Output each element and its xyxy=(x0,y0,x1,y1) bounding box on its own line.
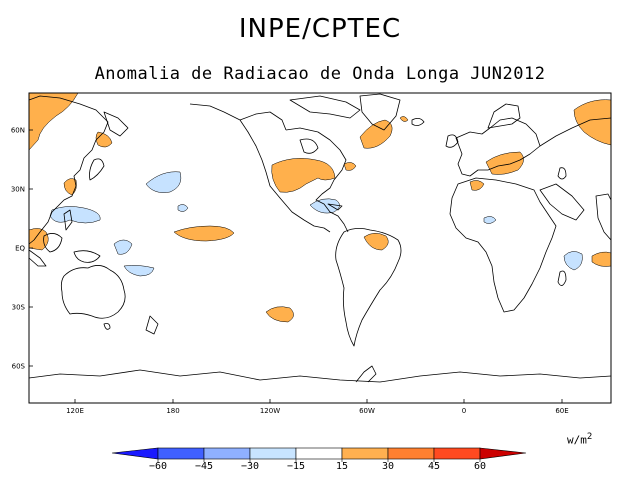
colorbar-label: 45 xyxy=(427,461,441,472)
colorbar-swatch xyxy=(433,447,481,460)
colorbar-swatch xyxy=(387,447,435,460)
coastline-canadian-arctic xyxy=(289,95,361,119)
colorbar-units: w/m2 xyxy=(567,432,592,447)
colorbar-swatch xyxy=(341,447,389,460)
coastline-hudson-bay xyxy=(299,138,319,154)
units-power: 2 xyxy=(586,432,593,442)
positive-anomaly-indian-ocean xyxy=(28,228,49,251)
latitude-axis: 60N 30N EQ 30S 60S xyxy=(11,127,33,371)
coastline-antarctic-peninsula xyxy=(355,365,377,383)
negative-anomaly-coral-sea xyxy=(123,265,155,277)
colorbar-swatch-lowest xyxy=(111,447,159,460)
coastline-europe xyxy=(455,117,541,177)
coastline-north-america-east xyxy=(285,127,349,233)
coastline-iceland xyxy=(411,118,425,126)
lon-label-60e: 60E xyxy=(555,407,568,415)
coastline-british-isles xyxy=(445,134,459,148)
lon-label-180: 180 xyxy=(166,407,179,415)
positive-anomaly-europe xyxy=(485,151,524,175)
colorbar-label: −15 xyxy=(286,461,306,472)
positive-anomaly-pacific-itcz xyxy=(173,225,235,242)
positive-anomaly-north-america xyxy=(271,158,336,193)
coastline-arabia xyxy=(539,183,585,221)
negative-anomaly-west-pacific xyxy=(113,239,133,255)
positive-anomaly-east-asia xyxy=(63,178,77,196)
chart-subtitle: Anomalia de Radiacao de Onda Longa JUN20… xyxy=(94,64,546,84)
coastline-kamchatka xyxy=(103,111,129,137)
colorbar-label: 15 xyxy=(335,461,349,472)
lat-label-30s: 30S xyxy=(12,304,26,312)
longitude-axis: 120E 180 120W 60W 0 60E xyxy=(66,399,569,415)
coastline-new-guinea xyxy=(73,250,101,263)
coastline-new-zealand xyxy=(145,315,159,335)
lon-label-120w: 120W xyxy=(260,407,280,415)
coastline-caspian xyxy=(557,167,567,180)
negative-anomaly-indian-ocean-west xyxy=(563,251,583,271)
positive-anomaly-south-pacific xyxy=(265,306,294,323)
lat-label-60s: 60S xyxy=(12,363,26,371)
positive-anomaly-amazon xyxy=(363,233,389,251)
positive-anomaly-gulf-region xyxy=(343,162,357,171)
coastline-philippines xyxy=(63,209,73,231)
coastline-australia xyxy=(60,265,126,319)
positive-anomaly-iberia xyxy=(469,180,485,191)
colorbar-swatch xyxy=(295,447,343,460)
chart-title: INPE/CPTEC xyxy=(238,14,402,44)
colorbar-label: −45 xyxy=(194,461,214,472)
colorbar-swatch xyxy=(157,447,205,460)
coastline-south-america xyxy=(335,228,402,347)
lon-label-60w: 60W xyxy=(359,407,375,415)
coastlines xyxy=(28,93,612,383)
coastline-asia-north xyxy=(539,117,612,147)
positive-anomaly-north-atlantic-east xyxy=(399,116,409,122)
coastline-africa xyxy=(449,177,557,313)
coastline-tasmania xyxy=(103,323,111,330)
colorbar-label: 60 xyxy=(473,461,487,472)
lon-label-0: 0 xyxy=(462,407,466,415)
colorbar-label: −30 xyxy=(240,461,260,472)
lon-label-120e: 120E xyxy=(66,407,84,415)
coastline-madagascar xyxy=(557,270,567,286)
coastline-cuba xyxy=(327,203,343,211)
anomaly-shading xyxy=(28,92,612,323)
negative-anomaly-east-africa xyxy=(483,216,497,224)
coastline-japan xyxy=(89,158,105,181)
colorbar xyxy=(111,447,527,462)
negative-anomaly-philippines xyxy=(49,206,101,224)
lat-label-60n: 60N xyxy=(11,127,25,135)
colorbar-swatch xyxy=(249,447,297,460)
positive-anomaly-atlantic-north xyxy=(359,119,393,149)
negative-anomaly-north-pacific xyxy=(145,171,182,193)
positive-anomaly-central-asia xyxy=(573,99,612,146)
lat-label-30n: 30N xyxy=(11,186,25,194)
coastline-east-asia xyxy=(28,95,109,245)
coastline-north-america-west xyxy=(239,119,331,233)
coastline-greenland xyxy=(359,93,401,131)
coastline-borneo xyxy=(43,233,63,253)
colorbar-swatch-highest xyxy=(479,447,527,460)
units-base: w/m xyxy=(567,433,587,447)
coastline-alaska xyxy=(189,103,287,131)
coastline-antarctica xyxy=(28,369,612,383)
coastline-scandinavia xyxy=(487,103,521,129)
lat-label-eq: EQ xyxy=(15,245,25,253)
coastline-sumatra xyxy=(28,249,47,267)
positive-anomaly-siberia-west xyxy=(28,92,79,151)
colorbar-swatch xyxy=(203,447,251,460)
colorbar-label: 30 xyxy=(381,461,395,472)
colorbar-label: −60 xyxy=(148,461,168,472)
negative-anomaly-hawaii xyxy=(177,204,189,212)
